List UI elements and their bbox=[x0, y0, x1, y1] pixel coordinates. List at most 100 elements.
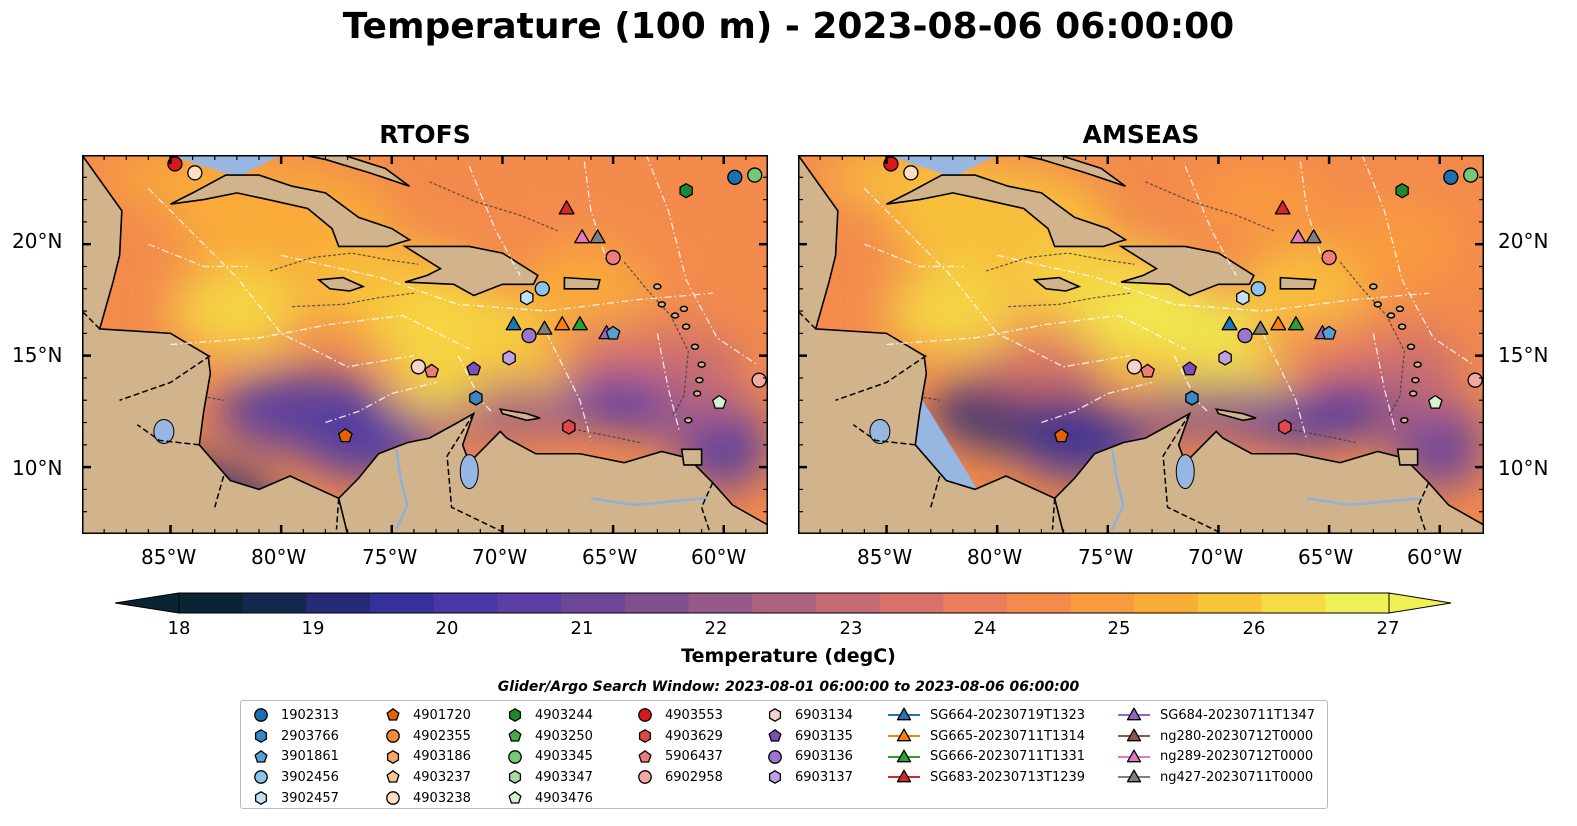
legend-item[interactable]: 6903136 bbox=[763, 746, 853, 767]
platform-marker-26[interactable] bbox=[338, 428, 353, 443]
map-rtofs[interactable] bbox=[82, 155, 768, 534]
platform-marker-4[interactable] bbox=[1395, 183, 1409, 199]
platform-marker-18[interactable] bbox=[502, 350, 516, 366]
platform-marker-17[interactable] bbox=[605, 325, 621, 340]
legend-item[interactable]: SG683-20230713T1239 bbox=[886, 767, 1085, 788]
legend-item[interactable]: 3901861 bbox=[249, 746, 339, 767]
legend-marker[interactable] bbox=[638, 749, 652, 763]
legend-item[interactable]: ng289-20230712T0000 bbox=[1116, 746, 1315, 767]
legend-item[interactable]: SG664-20230719T1323 bbox=[886, 705, 1085, 726]
platform-marker-25[interactable] bbox=[562, 419, 576, 435]
legend-marker[interactable] bbox=[508, 749, 522, 764]
legend-item[interactable]: 4903186 bbox=[381, 746, 471, 767]
platform-marker-15[interactable] bbox=[1287, 316, 1304, 331]
legend-marker[interactable] bbox=[768, 749, 782, 764]
legend-marker[interactable] bbox=[896, 728, 912, 742]
platform-marker-1[interactable] bbox=[903, 165, 919, 181]
legend-item[interactable]: SG666-20230711T1331 bbox=[886, 746, 1085, 767]
platform-marker-24[interactable] bbox=[1467, 372, 1483, 388]
platform-marker-24[interactable] bbox=[751, 372, 767, 388]
legend-item[interactable]: SG684-20230711T1347 bbox=[1116, 705, 1315, 726]
platform-marker-4[interactable] bbox=[679, 183, 693, 199]
platform-marker-8[interactable] bbox=[1321, 249, 1337, 266]
legend-marker[interactable] bbox=[896, 749, 912, 763]
platform-marker-14[interactable] bbox=[554, 316, 571, 331]
platform-marker-3[interactable] bbox=[747, 167, 763, 183]
legend-marker[interactable] bbox=[386, 770, 400, 784]
legend-item[interactable]: 4901720 bbox=[381, 705, 471, 726]
legend-marker[interactable] bbox=[508, 729, 522, 742]
legend-marker[interactable] bbox=[768, 729, 782, 742]
legend-item[interactable]: 4903238 bbox=[381, 788, 471, 809]
legend-marker[interactable] bbox=[254, 791, 268, 805]
legend-item[interactable]: 6902958 bbox=[633, 767, 723, 788]
legend-item[interactable]: 5906437 bbox=[633, 746, 723, 767]
legend-item[interactable]: ng427-20230711T0000 bbox=[1116, 767, 1315, 788]
platform-marker-15[interactable] bbox=[571, 316, 588, 331]
platform-marker-20[interactable] bbox=[424, 363, 439, 378]
legend-marker[interactable] bbox=[638, 770, 652, 785]
legend-item[interactable]: 3902456 bbox=[249, 767, 339, 788]
platform-marker-13[interactable] bbox=[1252, 320, 1269, 335]
platform-marker-1[interactable] bbox=[187, 165, 203, 181]
platform-marker-20[interactable] bbox=[1140, 363, 1155, 378]
platform-marker-7[interactable] bbox=[589, 229, 606, 244]
legend-item[interactable]: 6903134 bbox=[763, 705, 853, 726]
legend-marker[interactable] bbox=[254, 729, 268, 743]
legend-marker[interactable] bbox=[386, 749, 400, 764]
platform-marker-10[interactable] bbox=[1236, 290, 1250, 306]
platform-marker-25[interactable] bbox=[1278, 419, 1292, 435]
legend-item[interactable]: 4903629 bbox=[633, 726, 723, 747]
legend-marker[interactable] bbox=[386, 791, 400, 805]
legend-item[interactable]: 4903250 bbox=[503, 726, 593, 747]
platform-marker-8[interactable] bbox=[605, 249, 621, 266]
platform-marker-7[interactable] bbox=[1305, 229, 1322, 244]
legend-marker[interactable] bbox=[896, 707, 912, 721]
legend-marker[interactable] bbox=[386, 708, 400, 721]
legend-marker[interactable] bbox=[768, 770, 782, 785]
platform-marker-12[interactable] bbox=[1237, 327, 1253, 344]
platform-marker-12[interactable] bbox=[521, 327, 537, 344]
platform-marker-6[interactable] bbox=[574, 229, 591, 244]
legend-item[interactable]: 4903553 bbox=[633, 705, 723, 726]
legend-marker[interactable] bbox=[1126, 728, 1142, 742]
platform-marker-9[interactable] bbox=[534, 281, 550, 297]
legend-item[interactable]: 4903237 bbox=[381, 767, 471, 788]
legend-item[interactable]: 4903476 bbox=[503, 788, 593, 809]
legend-marker[interactable] bbox=[768, 708, 782, 723]
legend-item[interactable]: 4903345 bbox=[503, 746, 593, 767]
legend-item[interactable]: 1902313 bbox=[249, 705, 339, 726]
legend-marker[interactable] bbox=[508, 708, 522, 723]
legend-item[interactable]: ng280-20230712T0000 bbox=[1116, 726, 1315, 747]
legend-marker[interactable] bbox=[254, 770, 268, 785]
platform-marker-14[interactable] bbox=[1270, 316, 1287, 331]
legend-item[interactable]: SG665-20230711T1314 bbox=[886, 726, 1085, 747]
platform-marker-2[interactable] bbox=[1443, 169, 1459, 185]
platform-marker-5[interactable] bbox=[558, 200, 575, 215]
platform-marker-6[interactable] bbox=[1290, 229, 1307, 244]
platform-marker-3[interactable] bbox=[1463, 167, 1479, 183]
platform-marker-13[interactable] bbox=[536, 320, 553, 335]
legend-marker[interactable] bbox=[638, 708, 652, 723]
platform-marker-19[interactable] bbox=[410, 359, 427, 375]
legend-item[interactable]: 6903135 bbox=[763, 726, 853, 747]
legend-item[interactable]: 2903766 bbox=[249, 726, 339, 747]
platform-marker-5[interactable] bbox=[1274, 200, 1291, 215]
platform-marker-22[interactable] bbox=[1185, 390, 1199, 406]
platform-marker-19[interactable] bbox=[1126, 359, 1143, 375]
platform-marker-9[interactable] bbox=[1250, 281, 1266, 297]
platform-marker-2[interactable] bbox=[727, 169, 743, 185]
legend-item[interactable]: 6903137 bbox=[763, 767, 853, 788]
legend-item[interactable]: 3902457 bbox=[249, 788, 339, 809]
legend-marker[interactable] bbox=[896, 769, 912, 783]
legend-marker[interactable] bbox=[254, 749, 268, 763]
platform-marker-26[interactable] bbox=[1054, 428, 1069, 443]
platform-marker-11[interactable] bbox=[505, 316, 522, 331]
legend-item[interactable]: 4902355 bbox=[381, 726, 471, 747]
platform-marker-21[interactable] bbox=[466, 361, 481, 376]
legend-item[interactable]: 4903347 bbox=[503, 767, 593, 788]
legend-marker[interactable] bbox=[1126, 769, 1142, 783]
platform-marker-10[interactable] bbox=[520, 290, 534, 306]
legend-marker[interactable] bbox=[638, 729, 652, 743]
legend-marker[interactable] bbox=[254, 708, 268, 723]
